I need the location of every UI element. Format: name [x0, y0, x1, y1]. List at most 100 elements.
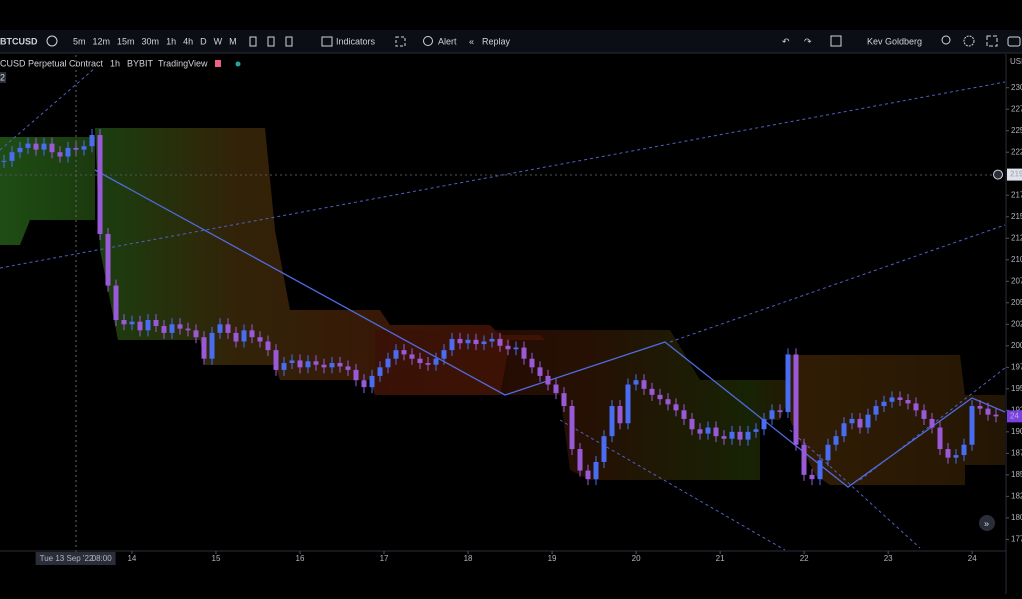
- candle-body: [314, 361, 319, 364]
- y-tick-label: 180: [1011, 513, 1022, 522]
- candle-body: [354, 370, 359, 380]
- undo-button[interactable]: ↶: [782, 36, 790, 46]
- candle-body: [234, 333, 239, 342]
- y-tick-label: 197: [1011, 362, 1022, 371]
- currency: USD: [1010, 57, 1022, 66]
- y-tick-label: 217: [1011, 190, 1022, 199]
- candle-body: [866, 415, 871, 428]
- candle-body: [306, 361, 311, 367]
- candle-body: [906, 400, 911, 403]
- candle-body: [602, 436, 607, 462]
- candle-body: [786, 354, 791, 412]
- y-tick-label: 205: [1011, 298, 1022, 307]
- interval-button[interactable]: D: [200, 36, 207, 46]
- flag-icon: [215, 60, 221, 67]
- candle-body: [674, 404, 679, 410]
- candle-body: [130, 322, 135, 325]
- candle-body: [298, 360, 303, 367]
- legend: CUSD Perpetual Contract 1h BYBIT Trading…: [0, 58, 241, 83]
- candle-body: [874, 406, 879, 415]
- user-menu[interactable]: Kev Goldberg: [867, 36, 922, 46]
- candle-body: [914, 403, 919, 410]
- candle-body: [746, 432, 751, 440]
- candle-body: [698, 429, 703, 433]
- candle-body: [946, 449, 951, 458]
- candle-body: [42, 144, 47, 150]
- candle-body: [226, 324, 231, 333]
- candle-body: [210, 333, 215, 359]
- candle-body: [474, 340, 479, 344]
- last-price-label: 24: [1010, 411, 1019, 420]
- y-tick-label: 230: [1011, 83, 1022, 92]
- candle-body: [626, 385, 631, 424]
- x-tick-label: 22: [800, 554, 809, 563]
- candle-body: [890, 397, 895, 401]
- candle-body: [938, 428, 943, 450]
- candle-body: [530, 359, 535, 368]
- candle-body: [730, 432, 735, 439]
- candle-body: [58, 152, 63, 156]
- candle-body: [770, 410, 775, 419]
- candle-body: [346, 366, 351, 369]
- candle-body: [218, 324, 223, 333]
- x-tick-label: 14: [127, 554, 136, 563]
- candle-body: [954, 455, 959, 458]
- interval-button[interactable]: 15m: [117, 36, 135, 46]
- interval-button[interactable]: 12m: [93, 36, 111, 46]
- symbol[interactable]: BTCUSD: [0, 36, 38, 46]
- candle-body: [578, 449, 583, 471]
- interval-button[interactable]: 5m: [73, 36, 86, 46]
- candle-body: [642, 380, 647, 389]
- candle-body: [250, 330, 255, 337]
- candle-body: [138, 322, 143, 331]
- y-tick-label: 207: [1011, 276, 1022, 285]
- interval-button[interactable]: 4h: [183, 36, 193, 46]
- add-alert-button[interactable]: [994, 170, 1003, 179]
- candle-body: [714, 428, 719, 437]
- candle-body: [170, 324, 175, 333]
- candle-body: [970, 406, 975, 445]
- candle-body: [394, 350, 399, 359]
- candle-body: [666, 399, 671, 404]
- interval-button[interactable]: M: [229, 36, 237, 46]
- candle-body: [538, 367, 543, 376]
- candle-body: [562, 393, 567, 406]
- candle-body: [178, 324, 183, 328]
- candle-body: [778, 410, 783, 412]
- candle-body: [66, 148, 71, 157]
- candle-body: [506, 346, 511, 349]
- candle-body: [322, 365, 327, 368]
- interval-button[interactable]: W: [214, 36, 223, 46]
- candle-body: [986, 409, 991, 415]
- interval-button[interactable]: 1h: [166, 36, 176, 46]
- alert-button[interactable]: Alert: [438, 36, 457, 46]
- candle-body: [978, 406, 983, 409]
- candle-body: [258, 337, 263, 341]
- candle-body: [498, 339, 503, 346]
- candle-body: [658, 395, 663, 399]
- candle-body: [690, 419, 695, 429]
- candle-body: [650, 389, 655, 395]
- y-tick-label: 200: [1011, 341, 1022, 350]
- candle-body: [426, 363, 431, 365]
- candle-body: [74, 148, 79, 150]
- candle-body: [754, 429, 759, 432]
- candle-body: [618, 406, 623, 423]
- replay-button[interactable]: Replay: [482, 36, 511, 46]
- candle-body: [898, 397, 903, 400]
- candle-body: [18, 148, 23, 152]
- candle-body: [26, 144, 31, 148]
- legend-source: TradingView: [158, 58, 208, 68]
- crosshair-date: Tue 13 Sep '22: [40, 554, 94, 563]
- candle-body: [706, 428, 711, 434]
- indicators-button[interactable]: Indicators: [336, 36, 376, 46]
- pane-label: 2: [0, 72, 5, 82]
- candle-body: [826, 445, 831, 460]
- legend-exchange: BYBIT: [127, 58, 154, 68]
- candle-body: [434, 359, 439, 365]
- redo-button[interactable]: ↷: [804, 36, 812, 46]
- interval-button[interactable]: 30m: [142, 36, 160, 46]
- candle-body: [82, 146, 87, 149]
